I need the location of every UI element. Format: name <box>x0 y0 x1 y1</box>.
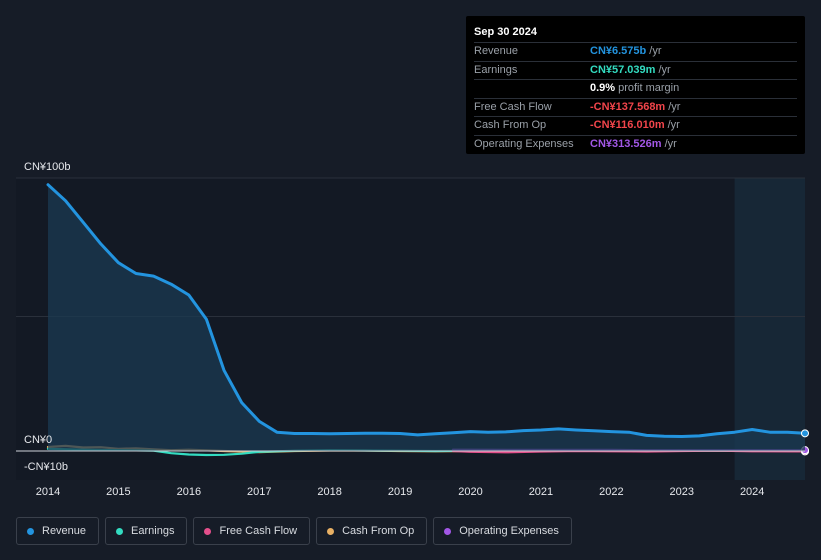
x-tick-label: 2020 <box>458 486 482 498</box>
tooltip-row-label <box>474 80 590 98</box>
y-tick-label: CN¥100b <box>24 161 70 173</box>
tooltip-panel: Sep 30 2024 Revenue CN¥6.575b/yr Earnings C… <box>466 16 805 154</box>
x-tick-label: 2021 <box>529 486 553 498</box>
revenue-line[interactable] <box>46 183 807 438</box>
tooltip-row: Operating Expenses CN¥313.526m/yr <box>474 134 797 154</box>
tooltip-row-value: CN¥57.039m <box>590 63 656 76</box>
tooltip-row-value: CN¥6.575b <box>590 45 647 57</box>
legend-dot-icon <box>327 527 335 535</box>
y-tick-label: -CN¥10b <box>24 461 68 473</box>
tooltip-row: Free Cash Flow -CN¥137.568m/yr <box>474 97 797 117</box>
legend-item-operating-expenses[interactable]: Operating Expenses <box>433 517 572 545</box>
tooltip-row-value: -CN¥116.010m <box>590 119 665 131</box>
tooltip-row: Revenue CN¥6.575b/yr <box>474 42 797 61</box>
revenue-area <box>48 184 805 451</box>
legend-label: Free Cash Flow <box>219 525 298 537</box>
x-tick-label: 2018 <box>317 486 341 498</box>
x-tick-label: 2019 <box>388 486 412 498</box>
tooltip-row: Earnings CN¥57.039m/yr <box>474 60 797 80</box>
x-tick-label: 2024 <box>740 486 764 498</box>
axes: CN¥100b CN¥0 -CN¥10b 2014 2015 2016 2017 2018 20… <box>24 161 764 498</box>
legend-label: Revenue <box>42 525 87 537</box>
tooltip-row-unit: /yr <box>664 137 677 150</box>
tooltip-row-unit: /yr <box>658 63 671 76</box>
tooltip-row-unit: profit margin <box>618 82 680 94</box>
tooltip-row-unit: /yr <box>667 119 680 131</box>
x-tick-label: 2023 <box>670 486 694 498</box>
tooltip-row-label: Operating Expenses <box>474 137 574 150</box>
x-tick-label: 2022 <box>599 486 623 498</box>
x-tick-label: 2014 <box>36 486 60 498</box>
legend-label: Cash From Op <box>342 525 415 537</box>
tooltip-row-unit: /yr <box>668 100 681 113</box>
legend-dot-icon <box>444 527 452 535</box>
legend-dot-icon <box>204 527 212 535</box>
tooltip-date: Sep 30 2024 <box>474 26 537 38</box>
tooltip-row-label: Cash From Op <box>474 119 547 131</box>
y-tick-label: CN¥0 <box>24 434 52 446</box>
legend-item-earnings[interactable]: Earnings <box>105 517 188 545</box>
tooltip-row-value: 0.9% <box>590 82 616 94</box>
series-layer[interactable] <box>16 183 809 457</box>
tooltip-row-value: CN¥313.526m <box>590 137 662 150</box>
legend-dot-icon <box>116 527 124 535</box>
legend-item-free-cash-flow[interactable]: Free Cash Flow <box>193 517 311 545</box>
tooltip-row-label: Free Cash Flow <box>474 100 552 113</box>
legend-label: Earnings <box>131 525 175 537</box>
legend-item-cash-from-op[interactable]: Cash From Op <box>316 517 428 545</box>
legend-item-revenue[interactable]: Revenue <box>16 517 100 545</box>
x-tick-label: 2016 <box>177 486 201 498</box>
revenue-endpoint[interactable] <box>801 429 809 438</box>
legend: Revenue Earnings Free Cash Flow Cash From O… <box>16 517 572 545</box>
tooltip-row-label: Earnings <box>474 63 518 76</box>
tooltip-row: 0.9% profit margin <box>474 79 797 98</box>
x-tick-label: 2015 <box>106 486 130 498</box>
tooltip-row-value: -CN¥137.568m <box>590 100 666 113</box>
tooltip-row-unit: /yr <box>649 45 662 57</box>
legend-label: Operating Expenses <box>459 525 559 537</box>
tooltip-row: Cash From Op -CN¥116.010m/yr <box>474 116 797 135</box>
tooltip-row-label: Revenue <box>474 45 519 57</box>
legend-dot-icon <box>27 527 34 535</box>
x-tick-label: 2017 <box>247 486 271 498</box>
